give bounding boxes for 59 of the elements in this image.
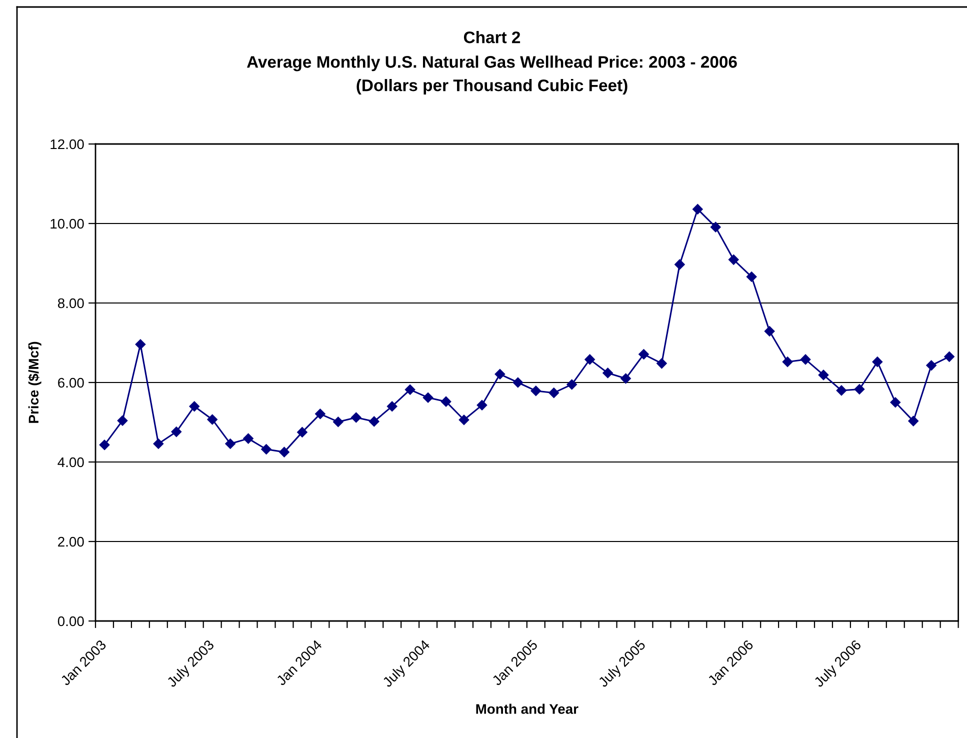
- point: [512, 377, 524, 388]
- point: [926, 360, 936, 371]
- point: [422, 392, 434, 403]
- point: [800, 354, 811, 365]
- y-tick-label: 12.00: [50, 139, 84, 150]
- point: [602, 368, 613, 378]
- point: [548, 388, 559, 398]
- point: [315, 408, 326, 420]
- point: [189, 401, 200, 412]
- point: [764, 326, 775, 336]
- y-tick-label: 8.00: [58, 298, 84, 308]
- point: [746, 272, 757, 282]
- y-tick-label: 4.00: [58, 457, 84, 468]
- point: [584, 354, 595, 365]
- point: [638, 349, 649, 360]
- point: [207, 414, 218, 425]
- point: [476, 400, 488, 410]
- point: [566, 379, 577, 390]
- point: [440, 396, 452, 407]
- point: [890, 397, 900, 408]
- point: [944, 352, 954, 362]
- point: [710, 222, 721, 232]
- point: [530, 386, 541, 396]
- point: [153, 438, 164, 449]
- point: [171, 426, 182, 437]
- point: [818, 370, 829, 380]
- x-axis-title: Month and Year: [476, 704, 578, 714]
- chart-subtitle: (Dollars per Thousand Cubic Feet): [356, 79, 628, 95]
- point: [261, 444, 272, 454]
- y-tick-label: 6.00: [58, 378, 84, 388]
- point: [117, 416, 128, 426]
- y-axis-title: Price ($/Mcf): [28, 342, 42, 423]
- point: [620, 373, 631, 384]
- point: [333, 416, 344, 427]
- point: [225, 438, 236, 449]
- point: [674, 259, 685, 270]
- point: [135, 339, 146, 350]
- point: [782, 356, 793, 367]
- point: [297, 427, 308, 438]
- point: [386, 401, 398, 412]
- point: [494, 369, 506, 380]
- point: [243, 433, 254, 444]
- point: [99, 440, 110, 450]
- point: [458, 414, 470, 425]
- y-tick-label: 2.00: [58, 536, 84, 547]
- point: [279, 446, 290, 458]
- point: [692, 204, 703, 214]
- y-tick-label: 0.00: [58, 616, 84, 626]
- point: [351, 412, 362, 423]
- point: [872, 356, 883, 367]
- y-tick-label: 10.00: [50, 218, 84, 229]
- chart-title: Chart 2 Average Monthly U.S. Natural Gas Wellhead Price: 2003 - 2006: [246, 31, 737, 72]
- point: [854, 384, 865, 394]
- point: [728, 254, 739, 265]
- point: [369, 416, 380, 427]
- point: [656, 358, 667, 369]
- point: [836, 385, 847, 396]
- point: [404, 384, 416, 395]
- point: [908, 416, 918, 426]
